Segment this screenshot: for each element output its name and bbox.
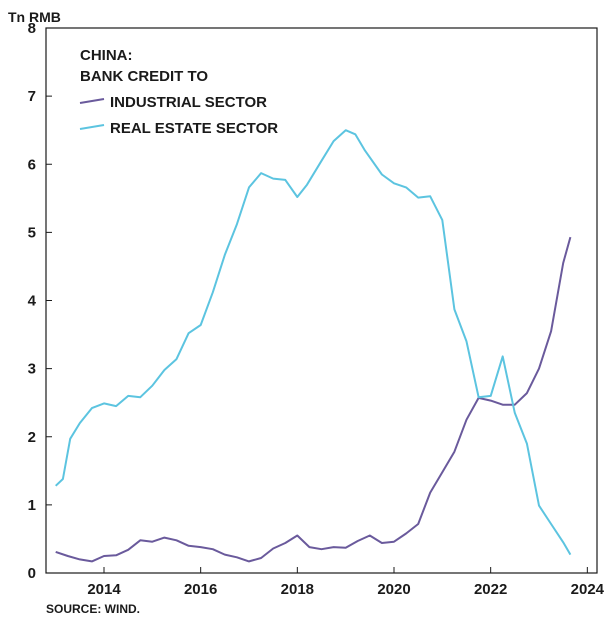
chart-title-line-1: CHINA: [80, 47, 133, 64]
x-tick-label: 2024 [571, 581, 605, 598]
legend: CHINA: BANK CREDIT TO INDUSTRIAL SECTOR … [79, 47, 278, 137]
x-tick-label: 2014 [87, 581, 121, 598]
x-tick-label: 2018 [281, 581, 314, 598]
series-lines [55, 129, 572, 563]
x-axis: 2014 2016 2018 2020 2022 2024 [87, 567, 605, 598]
legend-label-real-estate-sector: REAL ESTATE SECTOR [110, 120, 278, 137]
y-tick-label: 4 [28, 293, 37, 310]
legend-label-industrial-sector: INDUSTRIAL SECTOR [110, 94, 267, 111]
series-line-industrial-sector [55, 236, 572, 563]
y-tick-label: 2 [28, 429, 36, 446]
y-tick-label: 1 [28, 497, 36, 514]
y-tick-label: 8 [28, 20, 36, 37]
chart-title-line-2: BANK CREDIT TO [80, 68, 208, 85]
x-tick-label: 2020 [377, 581, 410, 598]
x-tick-label: 2016 [184, 581, 217, 598]
series-line-real-estate-sector [55, 129, 572, 556]
legend-swatch-real-estate-sector [79, 124, 105, 130]
y-tick-label: 0 [28, 565, 36, 582]
y-axis: 0 1 2 3 4 5 6 7 8 [28, 20, 52, 582]
y-axis-unit-label: Tn RMB [8, 9, 61, 25]
source-note: SOURCE: WIND. [46, 602, 140, 616]
y-tick-label: 7 [28, 88, 36, 105]
y-tick-label: 6 [28, 156, 36, 173]
y-tick-label: 3 [28, 361, 36, 378]
x-tick-label: 2022 [474, 581, 507, 598]
y-tick-label: 5 [28, 224, 36, 241]
legend-swatch-industrial-sector [79, 98, 105, 104]
